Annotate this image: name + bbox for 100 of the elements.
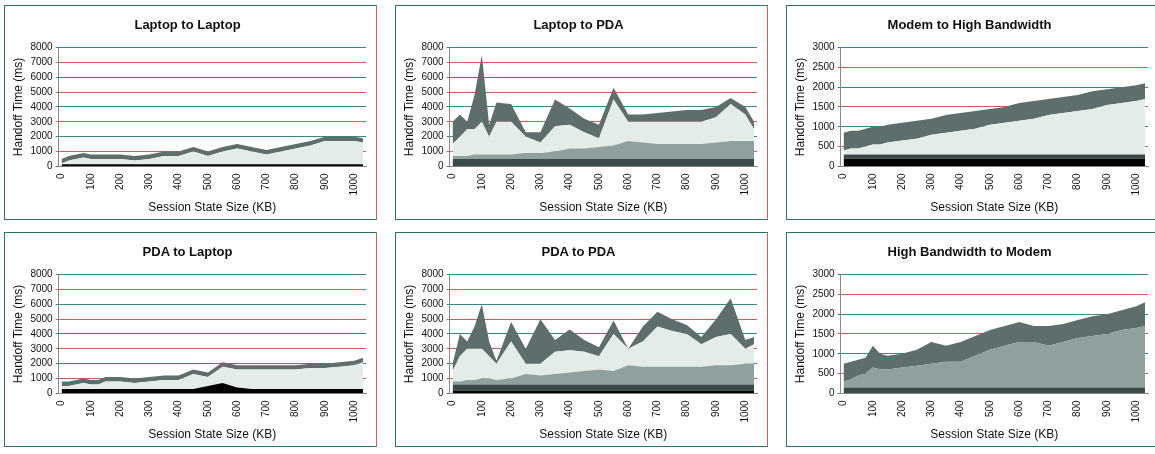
y-tick-label: 2000	[812, 80, 836, 92]
y-tick-label: 1000	[812, 120, 836, 132]
y-tick-label: 4000	[30, 327, 54, 339]
y-tick-label: 1500	[812, 327, 836, 339]
y-axis-title: Handoff Time (ms)	[792, 284, 807, 384]
y-tick-label: 4000	[421, 100, 445, 112]
y-tick-label: 3000	[421, 115, 445, 127]
x-tick-label: 1000	[348, 399, 360, 423]
x-tick-label: 900	[709, 399, 721, 418]
x-tick-label: 0	[446, 172, 458, 179]
x-axis-title: Session State Size (KB)	[930, 427, 1059, 442]
x-tick-label: 700	[260, 399, 272, 418]
chart-title: PDA to Laptop	[142, 244, 233, 260]
x-tick-label: 200	[895, 172, 907, 191]
x-tick-label: 900	[1100, 172, 1112, 191]
x-tick-label: 0	[55, 399, 67, 406]
chart-title: Laptop to PDA	[533, 17, 625, 33]
x-tick-label: 400	[172, 172, 184, 191]
x-tick-label: 700	[651, 399, 663, 418]
x-tick-label: 400	[954, 399, 966, 418]
x-tick-label: 100	[866, 172, 878, 191]
chart-title: High Bandwidth to Modem	[887, 244, 1052, 260]
x-tick-label: 800	[680, 172, 692, 191]
y-tick-label: 5000	[421, 312, 445, 324]
x-tick-label: 100	[84, 172, 96, 191]
x-tick-label: 600	[1012, 399, 1024, 418]
x-tick-label: 500	[201, 399, 213, 418]
x-tick-label: 200	[113, 172, 125, 191]
x-tick-label: 500	[592, 399, 604, 418]
y-tick-label: 8000	[30, 41, 54, 53]
y-tick-label: 1000	[421, 372, 445, 384]
x-tick-label: 0	[55, 172, 67, 179]
y-axis-title: Handoff Time (ms)	[10, 284, 25, 384]
y-tick-label: 6000	[421, 298, 445, 310]
x-tick-label: 1000	[739, 399, 751, 423]
x-tick-label: 200	[895, 399, 907, 418]
x-tick-label: 300	[925, 399, 937, 418]
x-tick-label: 100	[475, 399, 487, 418]
x-tick-label: 800	[680, 399, 692, 418]
x-tick-label: 1000	[739, 172, 751, 196]
x-tick-label: 400	[563, 399, 575, 418]
y-tick-label: 1000	[30, 372, 54, 384]
y-tick-label: 2000	[421, 130, 445, 142]
x-tick-label: 400	[954, 172, 966, 191]
y-tick-label: 5000	[30, 85, 54, 97]
y-tick-label: 1000	[812, 347, 836, 359]
x-axis-title: Session State Size (KB)	[148, 200, 277, 215]
y-tick-label: 4000	[30, 100, 54, 112]
x-tick-label: 0	[446, 399, 458, 406]
y-tick-label: 6000	[30, 71, 54, 83]
x-tick-label: 800	[1071, 172, 1083, 191]
y-tick-label: 2000	[812, 307, 836, 319]
y-tick-label: 500	[817, 140, 836, 152]
y-tick-label: 500	[817, 367, 836, 379]
chart-title: Laptop to Laptop	[134, 17, 241, 33]
x-tick-label: 600	[230, 399, 242, 418]
x-tick-label: 300	[143, 172, 155, 191]
y-tick-label: 8000	[421, 268, 445, 280]
x-tick-label: 300	[143, 399, 155, 418]
x-tick-label: 0	[837, 399, 849, 406]
x-tick-label: 600	[621, 172, 633, 191]
y-tick-label: 7000	[30, 56, 54, 68]
y-tick-label: 3000	[812, 41, 836, 53]
y-tick-label: 3000	[421, 342, 445, 354]
x-tick-label: 700	[260, 172, 272, 191]
x-tick-label: 700	[1042, 172, 1054, 191]
y-tick-label: 6000	[421, 71, 445, 83]
y-tick-label: 3000	[812, 268, 836, 280]
x-tick-label: 600	[621, 399, 633, 418]
x-tick-label: 1000	[1130, 399, 1142, 423]
x-tick-label: 400	[172, 399, 184, 418]
x-tick-label: 300	[534, 399, 546, 418]
x-tick-label: 300	[534, 172, 546, 191]
x-tick-label: 900	[318, 172, 330, 191]
y-tick-label: 7000	[30, 283, 54, 295]
y-axis-title: Handoff Time (ms)	[10, 57, 25, 157]
y-tick-label: 5000	[30, 312, 54, 324]
y-tick-label: 2000	[30, 130, 54, 142]
x-tick-label: 600	[1012, 172, 1024, 191]
y-tick-label: 2500	[812, 61, 836, 73]
y-axis-title: Handoff Time (ms)	[401, 284, 416, 384]
x-tick-label: 300	[925, 172, 937, 191]
x-tick-label: 400	[563, 172, 575, 191]
x-tick-label: 800	[289, 172, 301, 191]
chart-title: PDA to PDA	[541, 244, 617, 260]
y-tick-label: 2000	[421, 357, 445, 369]
y-tick-label: 2000	[30, 357, 54, 369]
x-axis-title: Session State Size (KB)	[930, 200, 1059, 215]
y-tick-label: 1000	[30, 145, 54, 157]
x-tick-label: 500	[983, 172, 995, 191]
y-tick-label: 6000	[30, 298, 54, 310]
x-tick-label: 900	[1100, 399, 1112, 418]
y-axis-title: Handoff Time (ms)	[401, 57, 416, 157]
x-tick-label: 900	[318, 399, 330, 418]
x-tick-label: 200	[113, 399, 125, 418]
x-tick-label: 100	[475, 172, 487, 191]
y-tick-label: 7000	[421, 283, 445, 295]
x-tick-label: 700	[1042, 399, 1054, 418]
y-tick-label: 4000	[421, 327, 445, 339]
x-tick-label: 800	[1071, 399, 1083, 418]
